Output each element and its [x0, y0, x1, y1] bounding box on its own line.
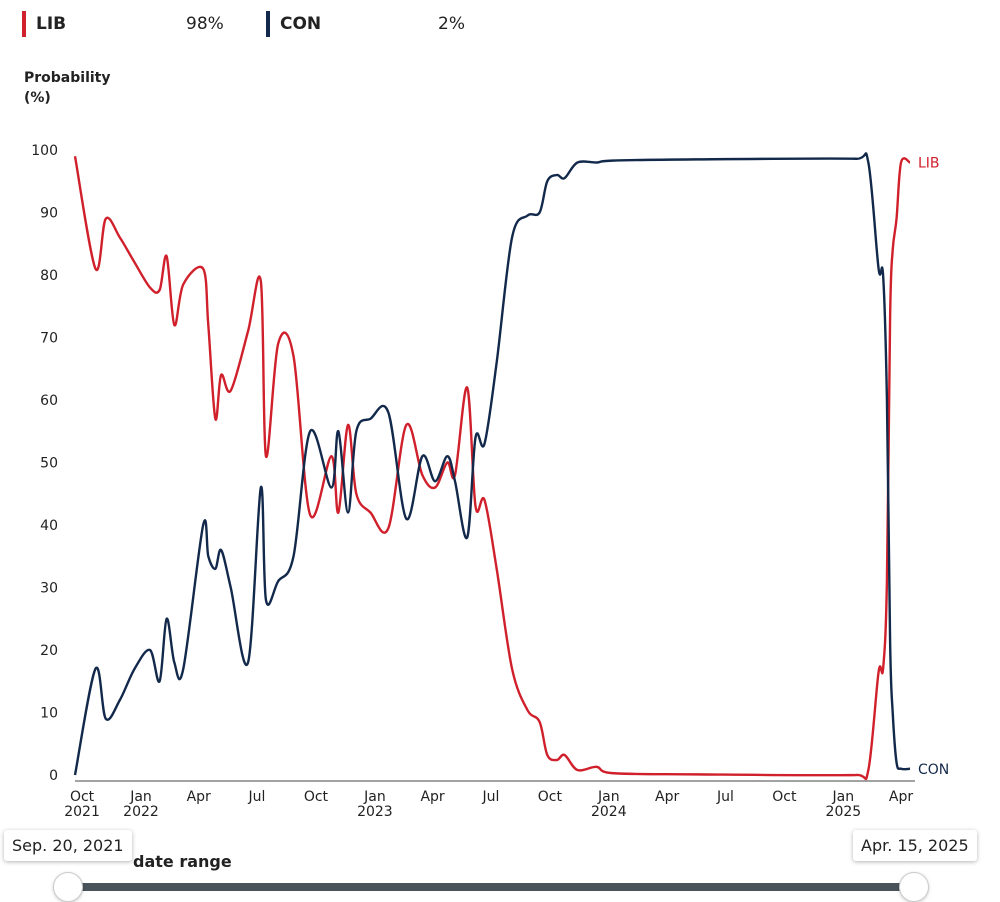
x-tick-label: Oct — [538, 789, 563, 805]
y-axis-title-line2: (%) — [24, 90, 51, 106]
x-tick-label: Oct — [304, 789, 329, 805]
x-tick-label: Jul — [248, 789, 266, 805]
x-tick-year: 2024 — [591, 804, 627, 820]
y-axis-title: Probability (%) — [24, 68, 111, 108]
series-line-lib — [73, 156, 911, 781]
x-tick-year: 2021 — [64, 804, 100, 820]
lib-color-swatch — [22, 11, 26, 37]
x-tick-year: 2025 — [826, 804, 862, 820]
x-tick-label: Apr — [889, 789, 913, 805]
legend-party-con: CON — [280, 14, 322, 34]
y-tick-label: 0 — [49, 768, 58, 784]
y-tick-label: 90 — [40, 206, 58, 222]
x-tick-label: Oct — [772, 789, 797, 805]
range-end-handle[interactable] — [899, 872, 929, 902]
series-end-label-lib: LIB — [918, 156, 940, 172]
y-tick-label: 20 — [40, 643, 58, 659]
x-tick-label: Apr — [420, 789, 444, 805]
range-start-handle[interactable] — [53, 872, 83, 902]
legend-item-lib: LIB — [22, 10, 66, 38]
con-color-swatch — [266, 11, 270, 37]
legend-value-lib: 98% — [186, 14, 224, 34]
x-tick-label: Jul — [716, 789, 734, 805]
legend-item-con: CON — [266, 10, 321, 38]
y-tick-label: 50 — [40, 456, 58, 472]
x-tick-label: Jan — [832, 789, 855, 805]
x-tick-label: Oct — [70, 789, 95, 805]
date-range-label: date range — [133, 852, 232, 871]
x-tick-year: 2023 — [357, 804, 393, 820]
x-tick-label: Jan — [129, 789, 152, 805]
y-tick-label: 10 — [40, 706, 58, 722]
legend-value-con: 2% — [438, 14, 465, 34]
x-tick-year: 2022 — [123, 804, 159, 820]
y-tick-label: 80 — [40, 268, 58, 284]
x-tick-label: Apr — [187, 789, 211, 805]
legend-party-lib: LIB — [36, 14, 67, 34]
y-axis-title-line1: Probability — [24, 70, 111, 86]
x-tick-label: Jan — [597, 789, 620, 805]
y-tick-label: 60 — [40, 393, 58, 409]
series-line-con — [73, 152, 911, 776]
y-tick-label: 70 — [40, 331, 58, 347]
y-tick-label: 100 — [31, 143, 58, 159]
y-tick-label: 30 — [40, 581, 58, 597]
x-tick-label: Jul — [481, 789, 499, 805]
date-range-slider-track[interactable] — [70, 883, 912, 891]
series-end-label-con: CON — [918, 762, 949, 778]
x-tick-label: Jan — [363, 789, 386, 805]
range-start-label: Sep. 20, 2021 — [4, 830, 132, 861]
y-tick-label: 40 — [40, 518, 58, 534]
range-end-label: Apr. 15, 2025 — [853, 830, 977, 861]
x-tick-label: Apr — [655, 789, 679, 805]
